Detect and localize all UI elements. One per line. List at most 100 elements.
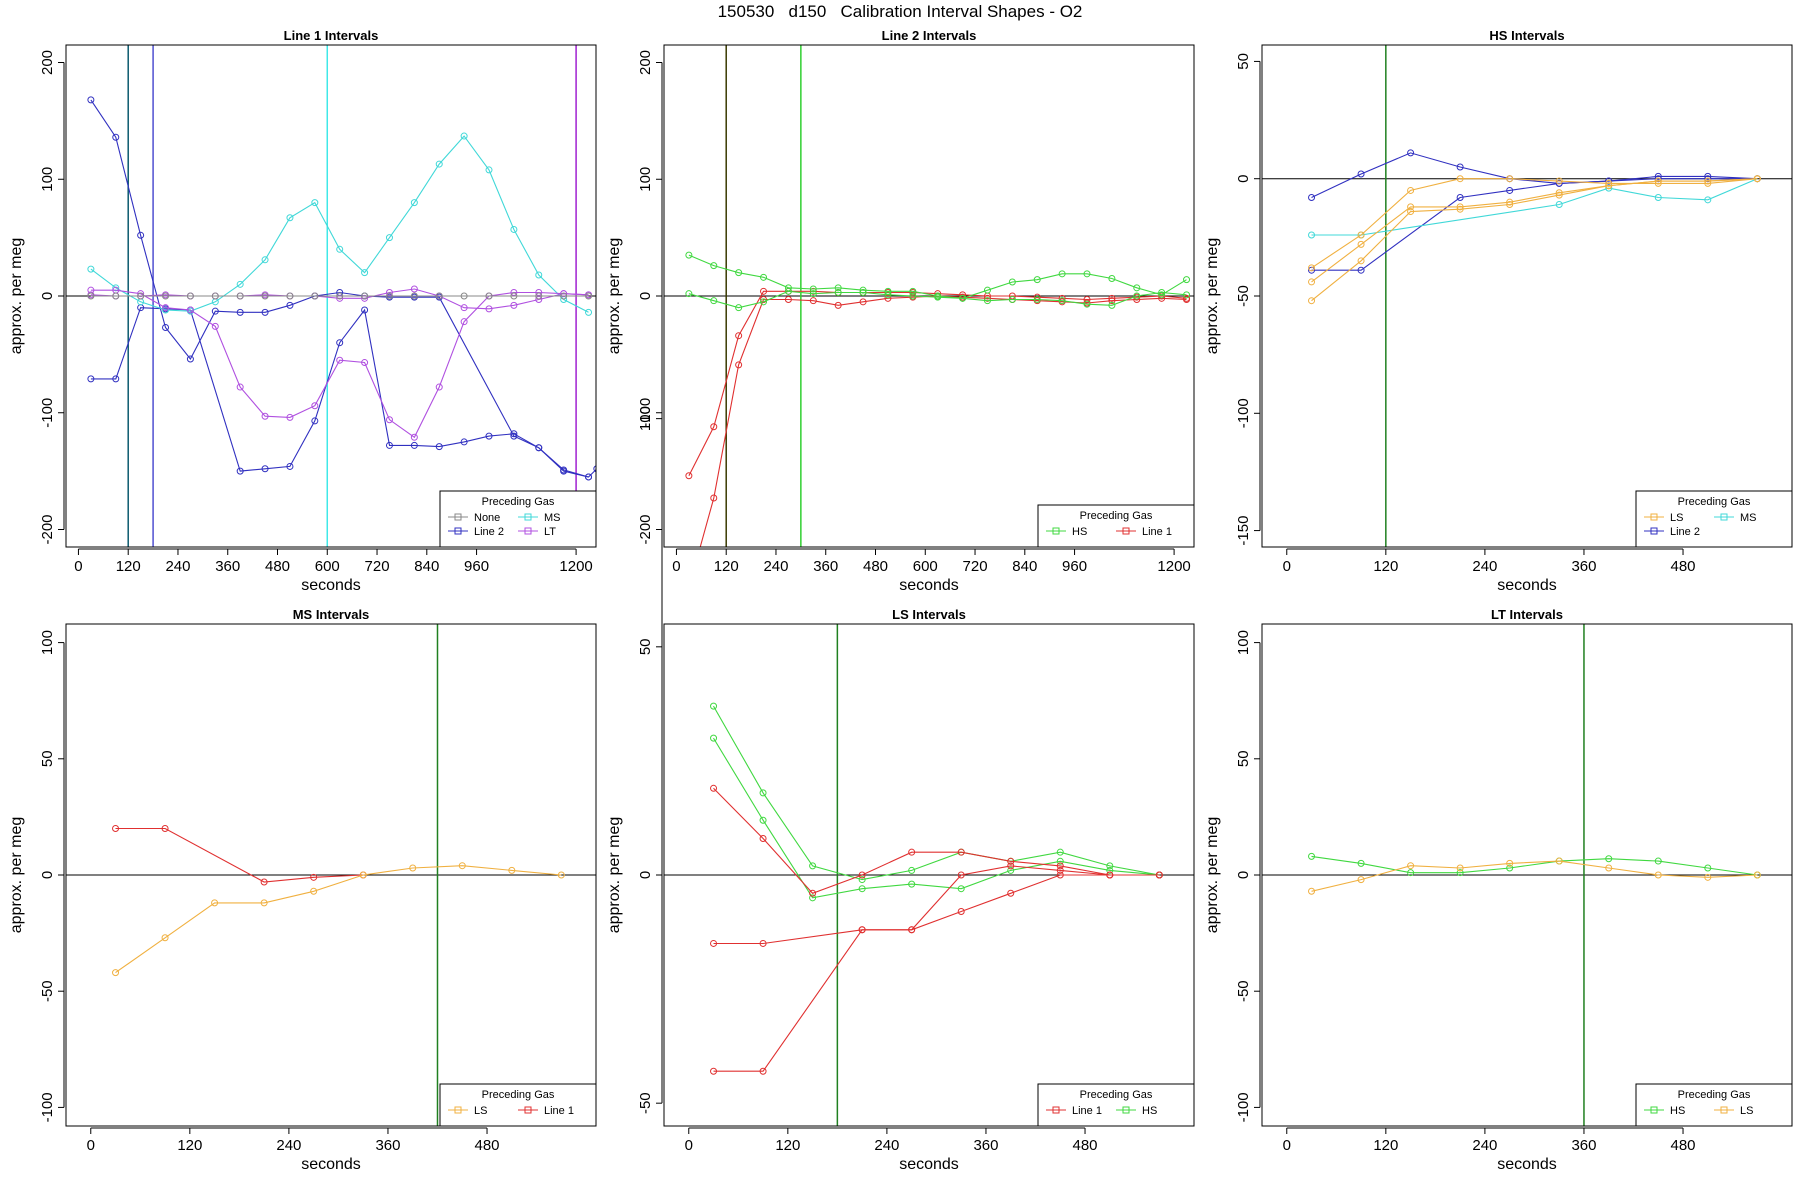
series-line	[1311, 178, 1758, 269]
data-point	[1106, 871, 1114, 879]
data-point	[1308, 193, 1316, 201]
data-point	[1555, 201, 1563, 209]
x-tick-label: 120	[1373, 1137, 1398, 1154]
x-tick-label: 1200	[559, 558, 592, 575]
x-tick-label: 360	[1571, 1137, 1596, 1154]
series-line	[688, 254, 1187, 299]
data-point	[934, 293, 942, 301]
data-point	[510, 225, 518, 233]
data-point	[286, 292, 294, 300]
data-point	[1357, 170, 1365, 178]
y-tick-label: -50	[1235, 285, 1252, 307]
data-point	[1555, 179, 1563, 187]
x-axis-label: seconds	[899, 577, 959, 594]
data-point	[1506, 186, 1514, 194]
data-point	[510, 430, 518, 438]
data-point	[1308, 297, 1316, 305]
plot-area	[66, 624, 596, 1126]
data-point	[1555, 191, 1563, 199]
data-point	[112, 375, 120, 383]
data-point	[1183, 296, 1191, 304]
y-tick-label: -50	[1235, 980, 1252, 1002]
data-point	[1654, 193, 1662, 201]
y-axis-label: approx. per meg	[1204, 817, 1221, 934]
data-point	[859, 286, 867, 294]
legend-entry-label: LT	[544, 526, 556, 538]
plot-frame	[65, 44, 597, 548]
data-point	[1308, 852, 1316, 860]
data-point	[1007, 862, 1015, 870]
chart-panel: LS Intervals 0 120 240 360 480 seconds -50 0 50 10…	[606, 406, 1195, 1173]
data-point	[809, 862, 817, 870]
x-tick-label: 720	[365, 558, 390, 575]
data-point	[485, 432, 493, 440]
legend-swatch-marker	[454, 513, 462, 521]
data-point	[1605, 864, 1613, 872]
data-point	[759, 1067, 767, 1075]
y-axis-label: approx. per meg	[1204, 238, 1221, 355]
legend-box	[439, 490, 597, 548]
x-axis-label: seconds	[301, 577, 361, 594]
legend-entry-label: LS	[1670, 512, 1683, 524]
data-point	[485, 166, 493, 174]
data-point	[710, 494, 718, 502]
x-tick-label: 0	[74, 558, 82, 575]
x-tick-label: 120	[1373, 558, 1398, 575]
legend-entry-label: Line 1	[1142, 526, 1172, 538]
x-tick-label: 240	[1472, 1137, 1497, 1154]
data-point	[485, 305, 493, 313]
data-point	[137, 292, 145, 300]
series-line	[713, 737, 1160, 899]
data-point	[1056, 857, 1064, 865]
data-point	[87, 265, 95, 273]
data-point	[535, 292, 543, 300]
legend-swatch-marker	[1122, 1106, 1130, 1114]
data-point	[1183, 276, 1191, 284]
y-axis-label: approx. per meg	[8, 817, 25, 934]
data-point	[112, 969, 120, 977]
data-point	[186, 292, 194, 300]
series-line	[90, 135, 589, 313]
data-point	[710, 939, 718, 947]
data-point	[1654, 175, 1662, 183]
data-point	[834, 284, 842, 292]
data-point	[1753, 871, 1761, 879]
data-point	[1605, 184, 1613, 192]
chart-panel: HS Intervals 0 120 240 360 480 seconds -150 -100…	[1204, 28, 1793, 594]
series-line	[713, 865, 1160, 1072]
series-line	[90, 288, 589, 310]
legend-entry-label: LS	[1740, 1105, 1753, 1117]
x-tick-label: 120	[116, 558, 141, 575]
data-point	[908, 926, 916, 934]
data-point	[1555, 189, 1563, 197]
series-line	[713, 874, 1160, 945]
legend-entry-label: LS	[474, 1105, 487, 1117]
data-point	[311, 417, 319, 425]
data-point	[759, 834, 767, 842]
data-point	[884, 291, 892, 299]
data-point	[1456, 864, 1464, 872]
legend-swatch-marker	[454, 1106, 462, 1114]
y-tick-label: -100	[39, 398, 56, 428]
plot-frame	[65, 623, 597, 1127]
data-point	[1605, 177, 1613, 185]
data-point	[310, 873, 318, 881]
legend-entry-label: HS	[1142, 1105, 1157, 1117]
y-tick-label: 0	[637, 292, 654, 300]
data-point	[286, 462, 294, 470]
legend-box	[1037, 1083, 1195, 1127]
data-point	[236, 308, 244, 316]
data-point	[710, 262, 718, 270]
legend-swatch-marker	[1720, 513, 1728, 521]
data-point	[1704, 175, 1712, 183]
plot-frame	[663, 623, 1195, 1127]
y-tick-label: 50	[39, 750, 56, 767]
series-line	[90, 289, 589, 439]
x-tick-label: 480	[1073, 1137, 1098, 1154]
x-tick-label: 480	[265, 558, 290, 575]
legend: Preceding Gas Line 1 HS	[1037, 1083, 1195, 1127]
y-tick-label: 200	[637, 50, 654, 75]
data-point	[585, 292, 593, 300]
y-tick-label: 50	[1235, 53, 1252, 70]
